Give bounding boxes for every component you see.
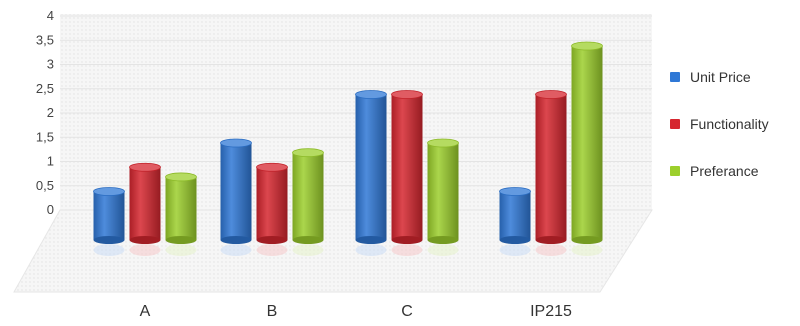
x-tick-label: B [267,303,278,320]
y-tick-label: 4 [47,8,54,23]
bar-base [355,236,387,244]
bar-reflection [499,244,531,256]
bar-body [535,94,567,240]
bar-top [292,148,324,158]
bar-base [165,236,197,244]
bar-base [499,236,531,244]
legend-label: Functionality [690,116,769,132]
bar-base [129,236,161,244]
legend-swatch [670,166,680,176]
bar [220,138,252,256]
y-tick-label: 2 [47,105,54,120]
bar-top [571,41,603,51]
bar-body [355,94,387,240]
bar-reflection [535,244,567,256]
y-tick-label: 0,5 [36,178,54,193]
y-tick-label: 0 [47,202,54,217]
bar-reflection [93,244,125,256]
x-tick-label: IP215 [530,303,572,320]
bar-reflection [391,244,423,256]
bar [355,90,387,256]
bar-top [427,138,459,148]
bar-body [391,94,423,240]
bar-reflection [427,244,459,256]
bar-body [129,167,161,240]
bar-base [93,236,125,244]
bar-top [391,90,423,99]
bar [571,41,603,256]
bar-body [427,143,459,240]
bar-base [571,236,603,244]
bar-reflection [571,244,603,256]
bar [256,162,288,256]
bar-top [499,187,531,196]
legend-item: Preferance [670,163,759,179]
legend-swatch [670,72,680,82]
bar [93,187,125,256]
bar-body [292,152,324,240]
bar [499,187,531,256]
x-tick-label: A [140,303,151,320]
bar-base [256,236,288,244]
bar-body [165,176,197,240]
legend-item: Unit Price [670,69,751,85]
y-tick-label: 2,5 [36,81,54,96]
legend-label: Unit Price [690,69,751,85]
bar-body [256,167,288,240]
bar [165,172,197,256]
bar-top [220,138,252,148]
legend-swatch [670,119,680,129]
bar-base [535,236,567,244]
bar-base [391,236,423,244]
bar-reflection [165,244,197,256]
y-axis-ticks: 0 0,5 1 1,5 2 2,5 3 3,5 4 [36,8,54,217]
y-tick-label: 1,5 [36,129,54,144]
bars [93,41,603,256]
bar-top [256,162,288,172]
bar [292,148,324,256]
bar-body [499,191,531,240]
bar-base [292,236,324,244]
legend: Unit Price Functionality Preferance [670,69,769,179]
y-tick-label: 3 [47,57,54,72]
bar-body [571,46,603,240]
y-tick-label: 3,5 [36,32,54,47]
bar [427,138,459,256]
bar [129,162,161,256]
bar-top [355,90,387,99]
bar-reflection [129,244,161,256]
x-tick-label: C [401,303,413,320]
bar-base [427,236,459,244]
bar-top [129,162,161,172]
bar-base [220,236,252,244]
bar-reflection [256,244,288,256]
bar-body [220,143,252,240]
bar-reflection [220,244,252,256]
bar-top [93,187,125,196]
legend-item: Functionality [670,116,769,132]
legend-label: Preferance [690,163,759,179]
bar [391,90,423,256]
bar-top [535,90,567,99]
y-tick-label: 1 [47,154,54,169]
bar-body [93,191,125,240]
bar [535,90,567,256]
x-axis-ticks: A B C IP215 [140,303,572,320]
bar-reflection [292,244,324,256]
bar-reflection [355,244,387,256]
bar-top [165,172,197,182]
